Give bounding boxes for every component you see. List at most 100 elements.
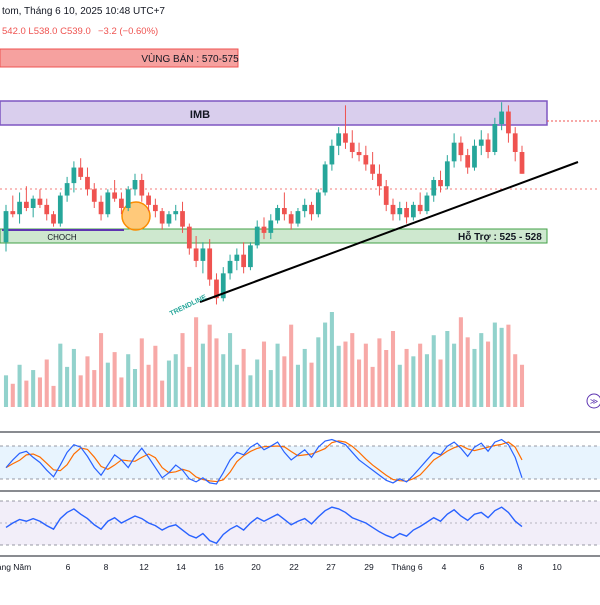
volume-bar bbox=[479, 333, 484, 407]
volume-bar bbox=[411, 356, 416, 407]
candle-body bbox=[125, 189, 131, 208]
volume-bar bbox=[65, 366, 70, 407]
candle-body bbox=[241, 254, 247, 268]
volume-bar bbox=[44, 359, 49, 407]
volume-bar bbox=[85, 356, 90, 407]
volume-bar bbox=[248, 375, 253, 407]
volume-bar bbox=[438, 359, 443, 407]
candle bbox=[370, 152, 376, 180]
candle bbox=[207, 239, 213, 286]
candle-body bbox=[44, 204, 50, 215]
candle bbox=[281, 192, 287, 221]
volume-bar bbox=[153, 345, 158, 407]
candle bbox=[349, 130, 355, 159]
candle bbox=[105, 189, 111, 218]
candle bbox=[302, 198, 308, 218]
candle-body bbox=[220, 273, 226, 299]
volume-bar bbox=[31, 370, 36, 407]
candle-body bbox=[410, 204, 416, 218]
candle-body bbox=[336, 133, 342, 146]
candle bbox=[444, 155, 450, 190]
candle-body bbox=[51, 214, 56, 224]
candle bbox=[431, 176, 437, 202]
candle-body bbox=[17, 201, 22, 215]
volume-bar bbox=[506, 324, 511, 407]
volume-bar bbox=[350, 333, 355, 407]
candle bbox=[220, 267, 226, 302]
candle-body bbox=[166, 214, 172, 224]
volume-bar bbox=[513, 354, 518, 407]
candle bbox=[465, 148, 471, 174]
candle bbox=[159, 208, 165, 230]
sell-zone-box bbox=[0, 48, 239, 68]
candle bbox=[512, 127, 518, 162]
candle-body bbox=[214, 279, 219, 299]
volume-bar bbox=[519, 364, 525, 407]
candle bbox=[492, 117, 498, 156]
volume-bar bbox=[105, 362, 110, 407]
candle-body bbox=[105, 192, 111, 215]
candle bbox=[458, 136, 464, 162]
x-tick-label: 22 bbox=[289, 562, 299, 572]
volume-bar bbox=[71, 348, 76, 407]
x-axis-ticks: áng Năm 6 8 12 14 16 20 22 27 29 Tháng 6 4 6 8 10 bbox=[0, 562, 562, 572]
candle-body bbox=[302, 204, 308, 212]
imb-zone-box bbox=[0, 100, 548, 126]
x-tick-label: 4 bbox=[442, 562, 447, 572]
x-tick-label: 10 bbox=[552, 562, 562, 572]
candle bbox=[234, 248, 240, 271]
volume-bar bbox=[180, 333, 185, 407]
scroll-right-icon[interactable] bbox=[586, 393, 600, 409]
volume-bar bbox=[37, 377, 42, 407]
candle bbox=[248, 242, 253, 271]
volume-bar bbox=[499, 327, 504, 407]
candle-body bbox=[349, 142, 355, 152]
candle bbox=[85, 167, 90, 196]
x-tick-label: 20 bbox=[251, 562, 261, 572]
volume-bar bbox=[336, 345, 341, 407]
volume-bar bbox=[119, 377, 124, 407]
candle-body bbox=[377, 173, 382, 187]
candle bbox=[472, 139, 477, 171]
candle-body bbox=[424, 195, 430, 212]
candle bbox=[275, 204, 280, 224]
candle bbox=[98, 195, 104, 221]
volume-bar bbox=[194, 317, 199, 407]
candle-body bbox=[23, 201, 29, 208]
candle-body bbox=[275, 208, 280, 221]
candle-body bbox=[506, 111, 511, 134]
candle-body bbox=[451, 142, 457, 162]
stoch-band bbox=[0, 446, 600, 479]
candle bbox=[397, 201, 403, 221]
volume-bar bbox=[78, 375, 83, 407]
candle bbox=[227, 254, 233, 280]
candle-body bbox=[186, 226, 192, 249]
candle bbox=[438, 170, 443, 193]
volume-bar bbox=[431, 335, 436, 407]
candle-body bbox=[281, 208, 287, 215]
candle-body bbox=[390, 204, 396, 215]
candle-body bbox=[37, 198, 43, 205]
candle-body bbox=[458, 142, 464, 156]
chart-header-symbol: tom, Tháng 6 10, 2025 10:48 UTC+7 bbox=[2, 6, 165, 17]
candle-body bbox=[431, 180, 437, 196]
volume-bar bbox=[445, 331, 450, 407]
volume-bar bbox=[234, 364, 239, 407]
volume-bar bbox=[295, 364, 300, 407]
candle bbox=[478, 130, 484, 156]
candle-body bbox=[234, 254, 240, 261]
candle-body bbox=[383, 186, 389, 205]
chart-header-ohlc: 542.0 L538.0 C539.0 bbox=[2, 26, 91, 37]
candle bbox=[91, 183, 97, 208]
x-tick-label: áng Năm bbox=[0, 562, 31, 572]
x-tick-label: 14 bbox=[176, 562, 186, 572]
chart-header-change: −3.2 (−0.60%) bbox=[98, 26, 158, 37]
candle bbox=[377, 164, 382, 196]
volume-bar bbox=[302, 348, 307, 407]
volume-bar bbox=[275, 343, 280, 407]
candle bbox=[268, 214, 274, 240]
candle bbox=[329, 139, 335, 171]
choch-label: CHOCH bbox=[47, 233, 77, 242]
candle-body bbox=[254, 226, 260, 246]
imb-zone-label: IMB bbox=[190, 109, 210, 121]
